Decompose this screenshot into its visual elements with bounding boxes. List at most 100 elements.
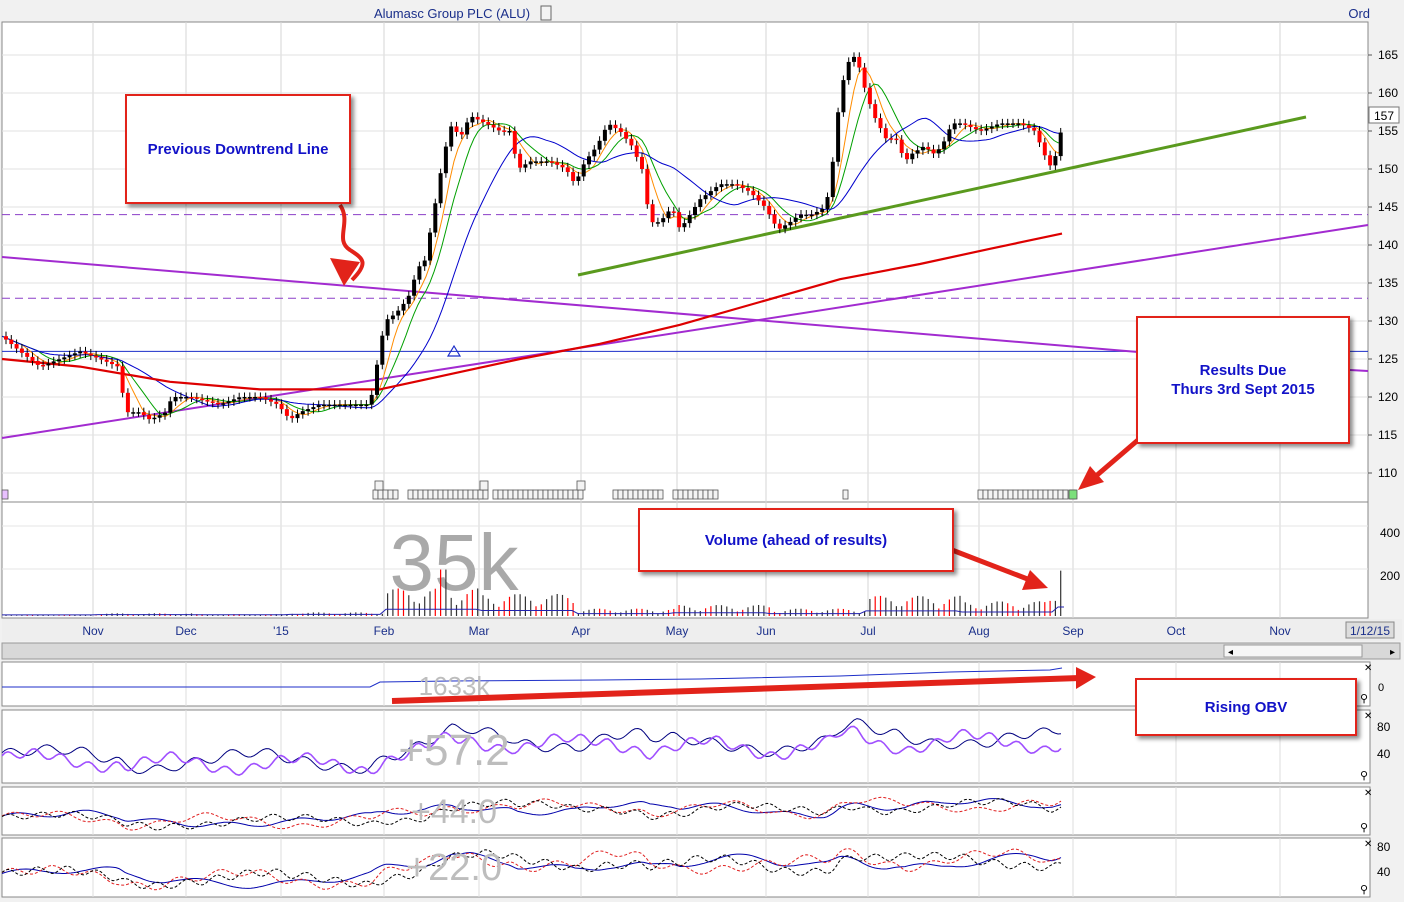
doc-icon[interactable] [540,5,552,21]
candle-body [655,222,660,224]
event-marker [477,489,484,500]
horizontal-scrollbar[interactable] [1,642,1401,660]
candle-body [926,146,931,150]
candle-body [359,404,364,407]
candle-body [406,295,411,304]
candle-body [687,215,692,224]
volume-callout-text: Volume (ahead of results) [704,531,888,549]
close-icon[interactable]: ✕ [1364,788,1372,799]
candle-body [592,149,597,157]
candle-body [995,124,1000,127]
ma-mid-line [1,83,1063,416]
candle-body [369,394,374,405]
event-marker [997,489,1004,500]
event-marker [1057,489,1064,500]
candle-body [88,353,93,356]
close-icon[interactable]: ✕ [1364,663,1372,674]
event-marker [562,489,569,500]
candle-body [131,412,136,414]
candle-body [173,397,178,402]
event-marker [677,489,684,500]
candle-body [19,348,24,353]
end-date-box [1345,621,1395,639]
downtrend-callout-text: Previous Downtrend Line [147,140,329,158]
candle-body [719,184,724,188]
candle-body [67,355,72,358]
candle-body [799,214,803,218]
candle-body [147,415,152,420]
candle-body [767,205,772,215]
osc3-tick-40: 40 [1377,865,1391,879]
scrollbar-thumb[interactable] [1223,644,1363,658]
candle-body [793,217,798,222]
event-marker [977,489,984,500]
event-marker [517,489,524,500]
event-markers [1,480,1078,500]
scroll-right-icon[interactable]: ▸ [1390,647,1395,658]
candle-body [746,188,750,191]
candle-body [947,129,952,142]
price-tick-label: 165 [1378,48,1398,62]
price-tick-label: 115 [1378,428,1397,442]
volume-arrow [951,547,1031,583]
candle-body [375,364,379,395]
candle-body [327,404,332,407]
price-tick-label: 125 [1378,352,1398,366]
event-marker [407,489,414,500]
candle-body [125,392,130,413]
candle-body [544,161,549,163]
time-tick-label: Oct [1167,624,1186,638]
candle-body [613,124,618,129]
magnifier-icon[interactable]: ⚲ [1360,770,1368,782]
candle-body [814,211,819,215]
event-marker [432,489,439,500]
candle-body [852,56,856,62]
candle-body [587,156,591,165]
event-marker [437,489,444,500]
candle-body [602,129,607,141]
candle-body [735,184,740,186]
time-tick-label: Dec [175,624,196,638]
event-marker [1017,489,1024,500]
candle-body [1000,123,1005,125]
magnifier-icon[interactable]: ⚲ [1360,884,1368,896]
candle-body [772,214,777,224]
candle-body [258,397,263,399]
candle-body [565,167,570,173]
event-marker [682,489,689,500]
price-tick-label: 120 [1378,390,1398,404]
candle-body [883,128,888,139]
event-marker [427,489,434,500]
candle-body [777,223,782,229]
candle-body [311,407,316,410]
candle-body [205,400,210,402]
price-tick-label: 155 [1378,124,1398,138]
candle-body [322,404,326,407]
osc3-watermark: +22.0 [406,847,502,889]
candle-body [231,399,236,402]
candle-body [698,199,703,207]
candle-body [390,315,395,320]
candle-body [560,164,565,168]
event-marker [537,489,544,500]
chart-title: Alumasc Group PLC (ALU) [374,6,530,21]
candle-body [915,150,920,154]
candle-body [714,187,719,192]
event-marker [422,489,429,500]
candle-body [380,335,385,365]
price-tick-label: 150 [1378,162,1398,176]
candle-body [804,214,809,217]
candle-body [1021,123,1026,126]
event-marker [1002,489,1009,500]
magnifier-icon[interactable]: ⚲ [1360,822,1368,834]
candle-body [931,149,936,154]
scroll-left-icon[interactable]: ◂ [1228,647,1233,658]
price-tick-label: 160 [1378,86,1398,100]
magnifier-icon[interactable]: ⚲ [1360,693,1368,705]
candle-body [136,412,141,414]
close-icon[interactable]: ✕ [1364,839,1372,850]
candle-body [597,140,602,150]
event-marker [567,489,574,500]
close-icon[interactable]: ✕ [1364,711,1372,722]
candle-body [1053,156,1058,166]
